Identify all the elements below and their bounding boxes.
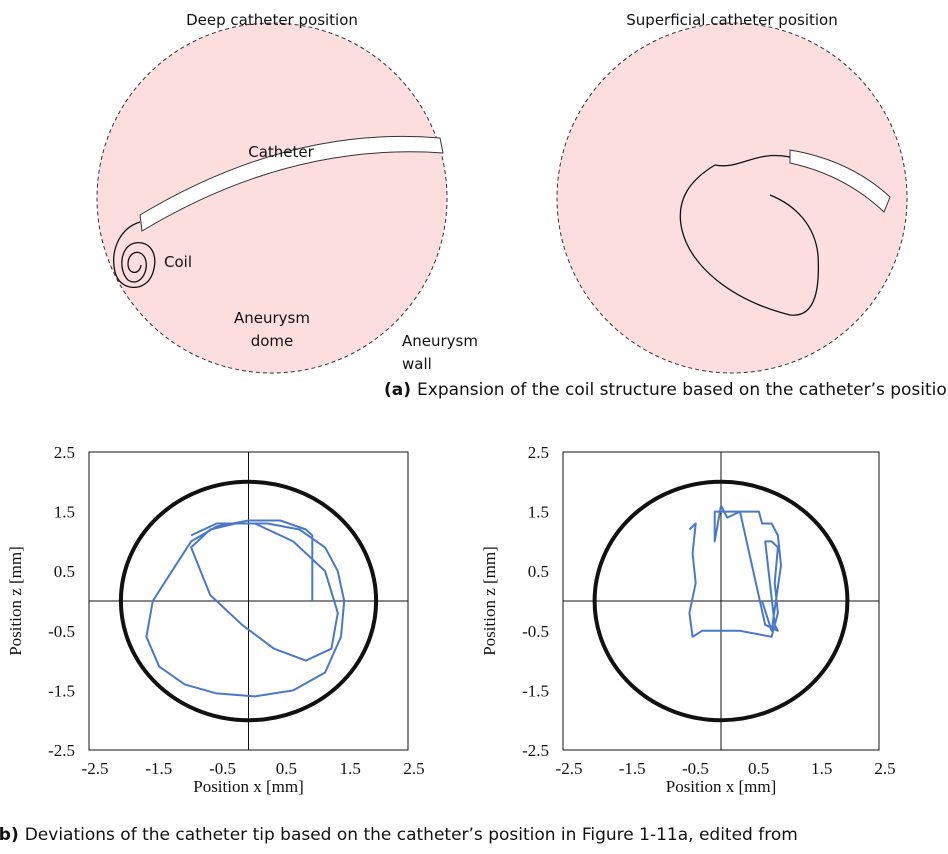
trace-line	[689, 506, 781, 637]
panel-title: Deep catheter position	[186, 11, 358, 29]
caption-tag: (a)	[384, 380, 411, 400]
y-tick-label: 1.5	[54, 503, 75, 522]
y-axis-label: Position z [mm]	[480, 546, 499, 656]
label: Aneurysm	[234, 309, 310, 327]
y-tick-label: 0.5	[528, 562, 549, 581]
caption: (a) Expansion of the coil structure based…	[384, 380, 948, 400]
aneurysm-wall	[557, 23, 907, 373]
y-tick-label: 2.5	[528, 443, 549, 462]
y-axis-label: Position z [mm]	[6, 546, 25, 656]
x-axis-label: Position x [mm]	[666, 777, 777, 796]
x-tick-label: 0.5	[748, 759, 769, 778]
x-tick-label: -0.5	[209, 759, 236, 778]
y-tick-label: -2.5	[48, 741, 75, 760]
caption-text: Deviations of the catheter tip based on …	[25, 825, 798, 845]
x-tick-label: 1.5	[811, 759, 832, 778]
label: dome	[251, 332, 294, 350]
trace-line	[146, 521, 344, 697]
x-tick-label: -0.5	[682, 759, 709, 778]
caption: (b) Deviations of the catheter tip based …	[0, 825, 798, 845]
x-tick-label: 1.5	[340, 759, 361, 778]
figure: Deep catheter position Catheter Coil Ane…	[0, 0, 948, 854]
panel-title: Superficial catheter position	[626, 11, 837, 29]
label: Aneurysm	[402, 332, 478, 350]
y-tick-label: -0.5	[522, 622, 549, 641]
x-tick-label: -1.5	[145, 759, 172, 778]
label: wall	[402, 355, 432, 373]
caption-text: Expansion of the coil structure based on…	[417, 380, 948, 400]
y-tick-label: -2.5	[522, 741, 549, 760]
y-tick-label: -0.5	[48, 622, 75, 641]
label: Coil	[164, 253, 192, 271]
x-tick-label: 2.5	[403, 759, 424, 778]
y-tick-label: 1.5	[528, 503, 549, 522]
x-tick-label: -2.5	[82, 759, 109, 778]
x-tick-label: 2.5	[874, 759, 895, 778]
x-axis-label: Position x [mm]	[193, 777, 304, 796]
x-tick-label: -1.5	[619, 759, 646, 778]
caption-tag: (b)	[0, 825, 19, 845]
y-tick-label: -1.5	[522, 681, 549, 700]
y-tick-label: 2.5	[54, 443, 75, 462]
x-tick-label: -2.5	[556, 759, 583, 778]
x-tick-label: 0.5	[276, 759, 297, 778]
charts: -2.5 -1.5 -0.5 0.5 1.5 2.5 -2.5 -1.5 -0.5 0.5 1.5 2…	[6, 443, 896, 796]
y-tick-label: -1.5	[48, 681, 75, 700]
y-tick-label: 0.5	[54, 562, 75, 581]
label: Catheter	[248, 143, 314, 161]
